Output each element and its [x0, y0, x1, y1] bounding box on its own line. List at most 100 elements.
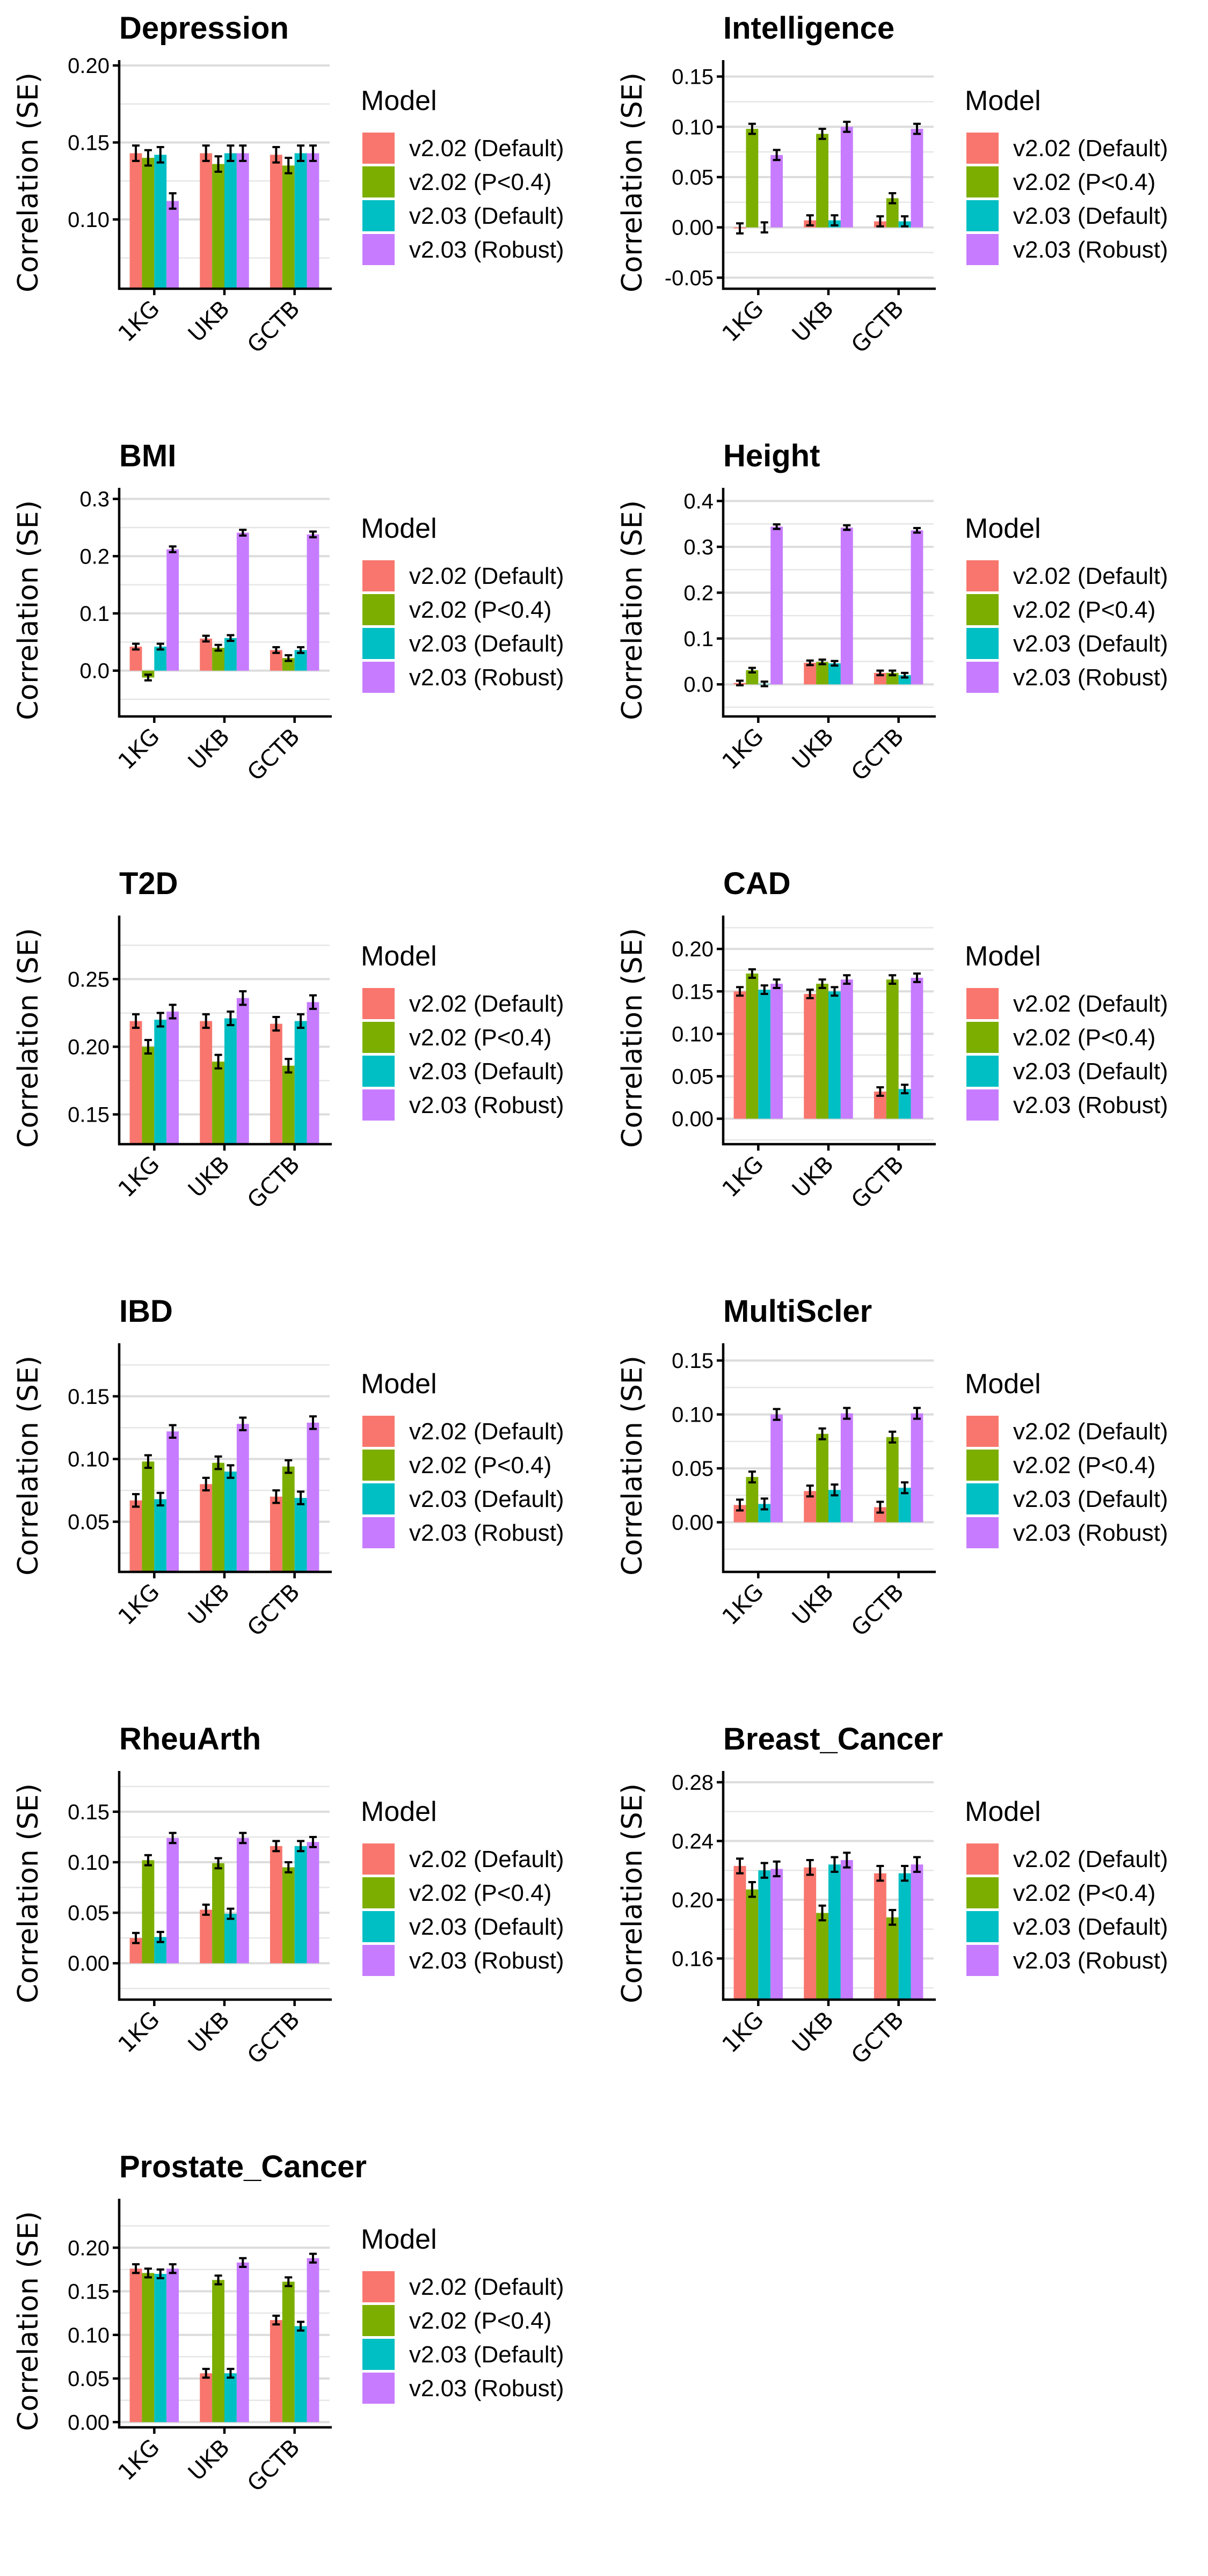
error-bar	[748, 968, 756, 979]
legend-swatch	[362, 988, 395, 1019]
legend-label: v2.02 (Default)	[409, 135, 564, 162]
chart-title: IBD	[119, 1294, 173, 1329]
y-tick-label: 0.00	[672, 1108, 714, 1131]
legend-label: v2.03 (Default)	[1013, 631, 1168, 657]
y-tick-label: 0.10	[68, 1851, 110, 1875]
error-bar	[272, 2315, 280, 2326]
legend-label: v2.03 (Robust)	[1013, 1092, 1168, 1118]
bar-1kg-series-1	[142, 2273, 155, 2423]
bar-1kg-series-0	[129, 646, 142, 671]
error-bar	[309, 994, 317, 1010]
legend-swatch	[966, 1843, 999, 1875]
bar-1kg-series-1	[142, 1461, 155, 1572]
bar-ukb-series-2	[224, 1914, 237, 1964]
bar-ukb-series-2	[224, 153, 237, 289]
chart-panel-rheuarth: RheuArth 0.00 0.05 0.10 0.15 Correlation (SE)…	[12, 1722, 564, 2069]
x-tick-label: GCTB	[242, 2006, 305, 2069]
error-bar	[169, 192, 177, 210]
error-bar	[285, 1058, 293, 1074]
error-bar	[760, 1862, 768, 1879]
legend-title: Model	[965, 85, 1041, 116]
bar-gctb-series-3	[307, 153, 319, 289]
bar-gctb-series-2	[294, 1498, 307, 1572]
bar-gctb-series-1	[886, 1917, 899, 2000]
x-tick-label: UKB	[183, 723, 235, 774]
error-bar	[214, 155, 222, 173]
error-bar	[132, 2263, 140, 2274]
legend: Model v2.02 (Default) v2.02 (P<0.4) v2.03 (…	[361, 513, 564, 693]
bar-ukb-series-1	[816, 1433, 828, 1523]
legend-swatch	[362, 1483, 395, 1514]
legend-label: v2.03 (Robust)	[1013, 1520, 1168, 1546]
y-tick-label: 0.10	[672, 115, 714, 139]
bar-gctb-series-3	[307, 1842, 319, 1964]
error-bar	[132, 144, 140, 162]
error-bar	[843, 1851, 851, 1869]
x-tick-label: UKB	[787, 1151, 839, 1202]
legend-label: v2.02 (Default)	[409, 2274, 564, 2300]
bar-ukb-series-0	[200, 1021, 213, 1144]
bar-ukb-series-0	[804, 994, 817, 1119]
error-bar	[901, 1084, 909, 1095]
error-bar	[272, 1840, 280, 1853]
bar-gctb-series-1	[282, 2281, 295, 2423]
bar-1kg-series-1	[746, 974, 759, 1119]
y-tick-label: 0.1	[683, 627, 714, 651]
bar-gctb-series-0	[874, 1507, 886, 1523]
legend: Model v2.02 (Default) v2.02 (P<0.4) v2.03 (…	[361, 2224, 564, 2404]
chart-title: T2D	[119, 866, 178, 901]
legend-swatch	[362, 1089, 395, 1121]
bar-ukb-series-2	[224, 638, 237, 671]
chart-panel-ibd: IBD 0.05 0.10 0.15 Correlation (SE) 1KG UKB GCT…	[12, 1294, 564, 1641]
error-bar	[214, 643, 222, 652]
legend-title: Model	[361, 513, 437, 544]
error-bar	[132, 1493, 140, 1508]
error-bar	[132, 1931, 140, 1944]
x-tick-label: UKB	[787, 1578, 839, 1630]
bar-ukb-series-0	[200, 1909, 213, 1964]
x-tick-label: GCTB	[846, 1578, 909, 1641]
error-bar	[736, 679, 744, 686]
error-bar	[239, 990, 247, 1006]
axes	[722, 488, 936, 718]
error-bar	[309, 144, 317, 162]
y-tick-label: 0.15	[672, 980, 714, 1004]
error-bar	[806, 1484, 814, 1498]
error-bar	[773, 1860, 781, 1878]
y-tick-label: 0.05	[68, 1511, 110, 1534]
legend-swatch	[362, 2339, 395, 2370]
y-tick-label: 0.10	[68, 1448, 110, 1472]
error-bar	[144, 674, 152, 682]
legend-label: v2.02 (P<0.4)	[1013, 1452, 1155, 1479]
bar-ukb-series-2	[224, 1472, 237, 1572]
legend-swatch	[362, 1450, 395, 1481]
bar-ukb-series-0	[200, 2373, 213, 2423]
error-bar	[806, 659, 814, 667]
error-bar	[760, 1497, 768, 1511]
legend-label: v2.02 (Default)	[409, 1846, 564, 1872]
legend-title: Model	[361, 1368, 437, 1400]
error-bar	[239, 144, 247, 162]
error-bar	[239, 529, 247, 537]
error-bar	[876, 1864, 884, 1882]
legend: Model v2.02 (Default) v2.02 (P<0.4) v2.03 (…	[965, 513, 1168, 693]
x-tick-label: GCTB	[846, 2006, 909, 2069]
error-bar	[156, 1930, 164, 1943]
error-bar	[843, 524, 851, 531]
chart-title: MultiScler	[723, 1294, 872, 1329]
y-tick-label: 0.20	[68, 1035, 110, 1059]
error-bar	[806, 214, 814, 226]
bar-gctb-series-1	[282, 1065, 295, 1144]
legend-swatch	[966, 166, 999, 197]
legend-swatch	[966, 1911, 999, 1942]
error-bar	[156, 2268, 164, 2280]
y-axis-label: Correlation (SE)	[616, 928, 649, 1148]
bar-1kg-series-1	[746, 129, 759, 228]
legend-label: v2.02 (P<0.4)	[409, 1880, 551, 1906]
bar-gctb-series-0	[270, 155, 282, 289]
legend-swatch	[966, 1089, 999, 1121]
error-bar	[831, 1483, 839, 1497]
bar-ukb-series-1	[816, 984, 828, 1119]
y-tick-label: 0.3	[683, 536, 714, 559]
legend-label: v2.02 (P<0.4)	[1013, 597, 1155, 623]
